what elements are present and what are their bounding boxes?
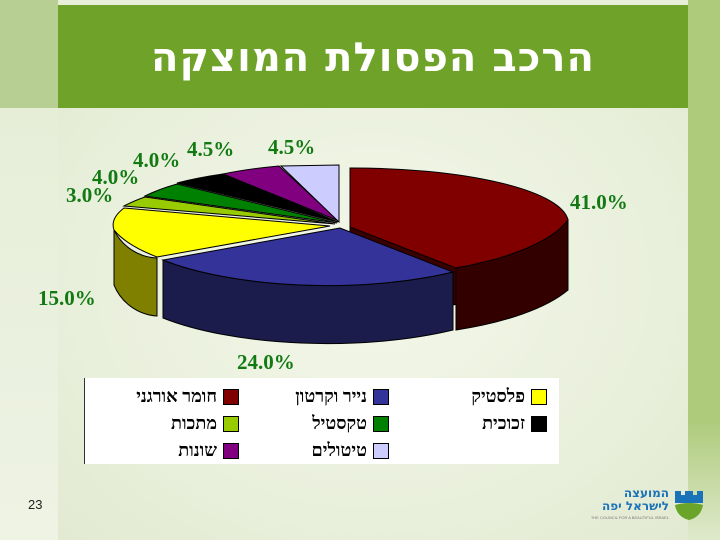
legend-label: נייר וקרטון (295, 386, 367, 406)
legend-item-glass: זכוכית (482, 413, 547, 434)
legend-swatch (373, 415, 389, 432)
slice-metals (122, 196, 336, 225)
slice-paper (161, 227, 455, 345)
page-number: 23 (28, 497, 43, 512)
legend-label: חומר אורגני (136, 386, 217, 406)
legend-label: זכוכית (482, 413, 525, 433)
legend-item-organic: חומר אורגני (136, 386, 239, 407)
label-metals: 3.0% (66, 183, 114, 207)
slice-diapers (279, 164, 340, 224)
label-misc: 4.5% (187, 137, 235, 161)
label-diapers: 4.5% (268, 135, 316, 159)
council-logo: המועצה לישראל יפה THE COUNCIL FOR A BEAU… (591, 487, 705, 523)
legend-swatch (531, 388, 547, 405)
slide-title: הרכב הפסולת המוצקה (151, 35, 595, 81)
legend-label: שונות (178, 440, 217, 460)
legend-item-textile: טקסטיל (312, 413, 389, 434)
left-decor-strip (0, 0, 58, 540)
slice-plastic (112, 207, 331, 317)
right-decor-strip (688, 0, 720, 540)
chart-legend: חומר אורגני נייר וקרטון פלסטיק מתכות טקס… (84, 378, 559, 464)
legend-item-misc: שונות (178, 440, 239, 461)
label-glass: 4.0% (133, 148, 181, 172)
legend-item-metals: מתכות (171, 413, 239, 434)
legend-swatch (373, 388, 389, 405)
logo-line-1: המועצה (623, 486, 669, 500)
legend-swatch (223, 388, 239, 405)
label-plastic: 15.0% (38, 286, 96, 310)
title-bar: הרכב הפסולת המוצקה (58, 5, 688, 108)
logo-line-2: לישראל יפה (602, 499, 669, 513)
label-paper: 24.0% (237, 350, 295, 374)
label-textile: 4.0% (92, 165, 140, 189)
slice-misc (221, 165, 340, 222)
legend-swatch (223, 442, 239, 459)
legend-swatch (223, 415, 239, 432)
legend-label: טקסטיל (312, 413, 367, 433)
legend-swatch (531, 415, 547, 432)
slice-textile (143, 183, 338, 224)
legend-item-paper: נייר וקרטון (295, 386, 389, 407)
label-organic: 41.0% (570, 190, 628, 214)
legend-label: טיטולים (311, 440, 367, 460)
legend-swatch (373, 442, 389, 459)
legend-label: פלסטיק (471, 386, 525, 406)
legend-label: מתכות (170, 413, 217, 433)
tower-shield-icon (675, 491, 703, 520)
logo-subtitle: THE COUNCIL FOR A BEAUTIFUL ISRAEL (590, 515, 669, 520)
logo-text: המועצה לישראל יפה (602, 487, 669, 513)
legend-item-diapers: טיטולים (312, 440, 389, 461)
legend-item-plastic: פלסטיק (471, 386, 547, 407)
